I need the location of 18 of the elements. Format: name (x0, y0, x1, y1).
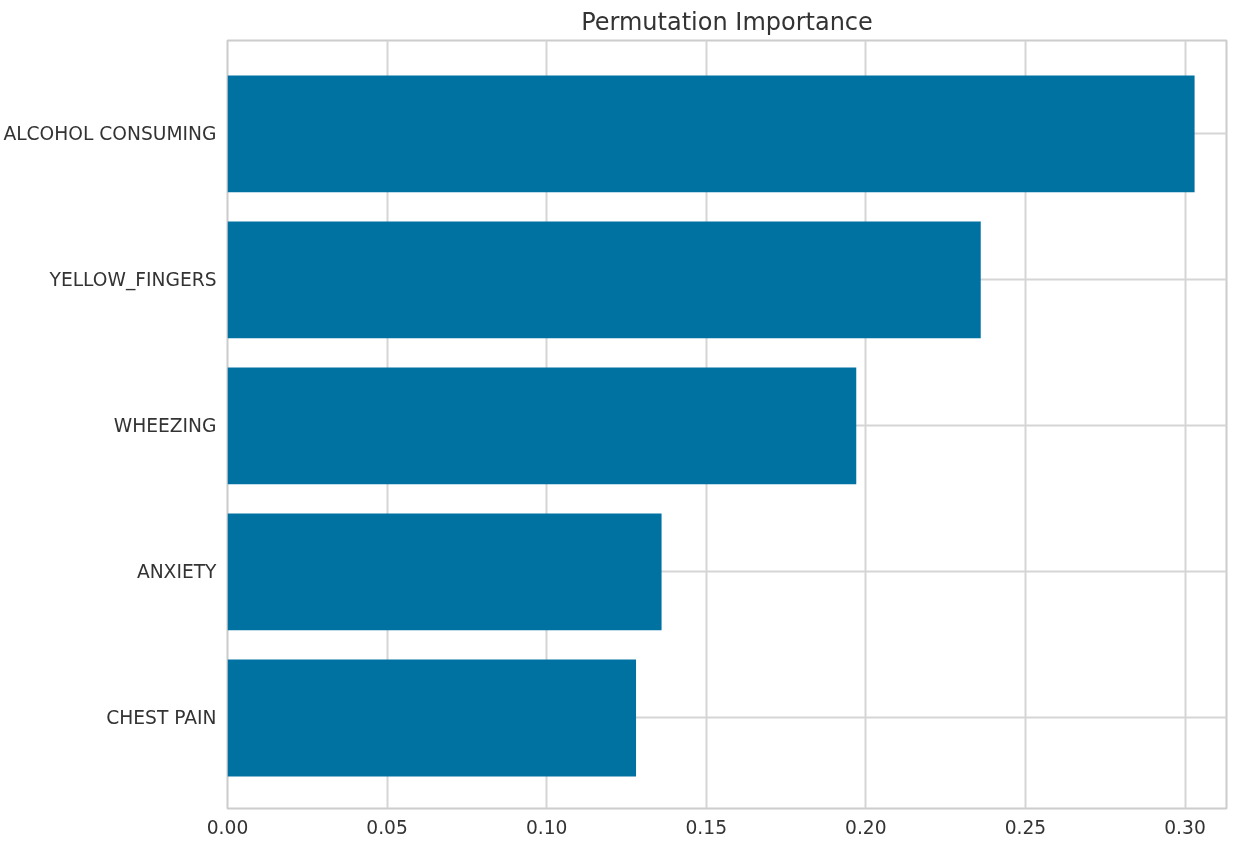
chart-title: Permutation Importance (581, 7, 873, 36)
bar (227, 659, 637, 777)
bar (227, 221, 981, 339)
y-tick-label: ALCOHOL CONSUMING (3, 123, 217, 145)
x-tick-label: 0.20 (845, 816, 887, 838)
x-tick-label: 0.15 (685, 816, 728, 838)
y-tick-label: WHEEZING (113, 415, 217, 437)
x-tick-label: 0.25 (1004, 816, 1047, 838)
x-tick-label: 0.05 (366, 816, 408, 838)
bar (227, 367, 857, 485)
y-tick-label: YELLOW_FINGERS (48, 269, 217, 292)
x-tick-label: 0.30 (1164, 816, 1206, 838)
y-tick-label: ANXIETY (136, 561, 218, 583)
y-tick-label: CHEST PAIN (106, 707, 217, 729)
x-tick-label: 0.10 (525, 816, 568, 838)
x-tick-label: 0.00 (206, 816, 249, 838)
bar (227, 75, 1195, 193)
bar (227, 513, 662, 631)
